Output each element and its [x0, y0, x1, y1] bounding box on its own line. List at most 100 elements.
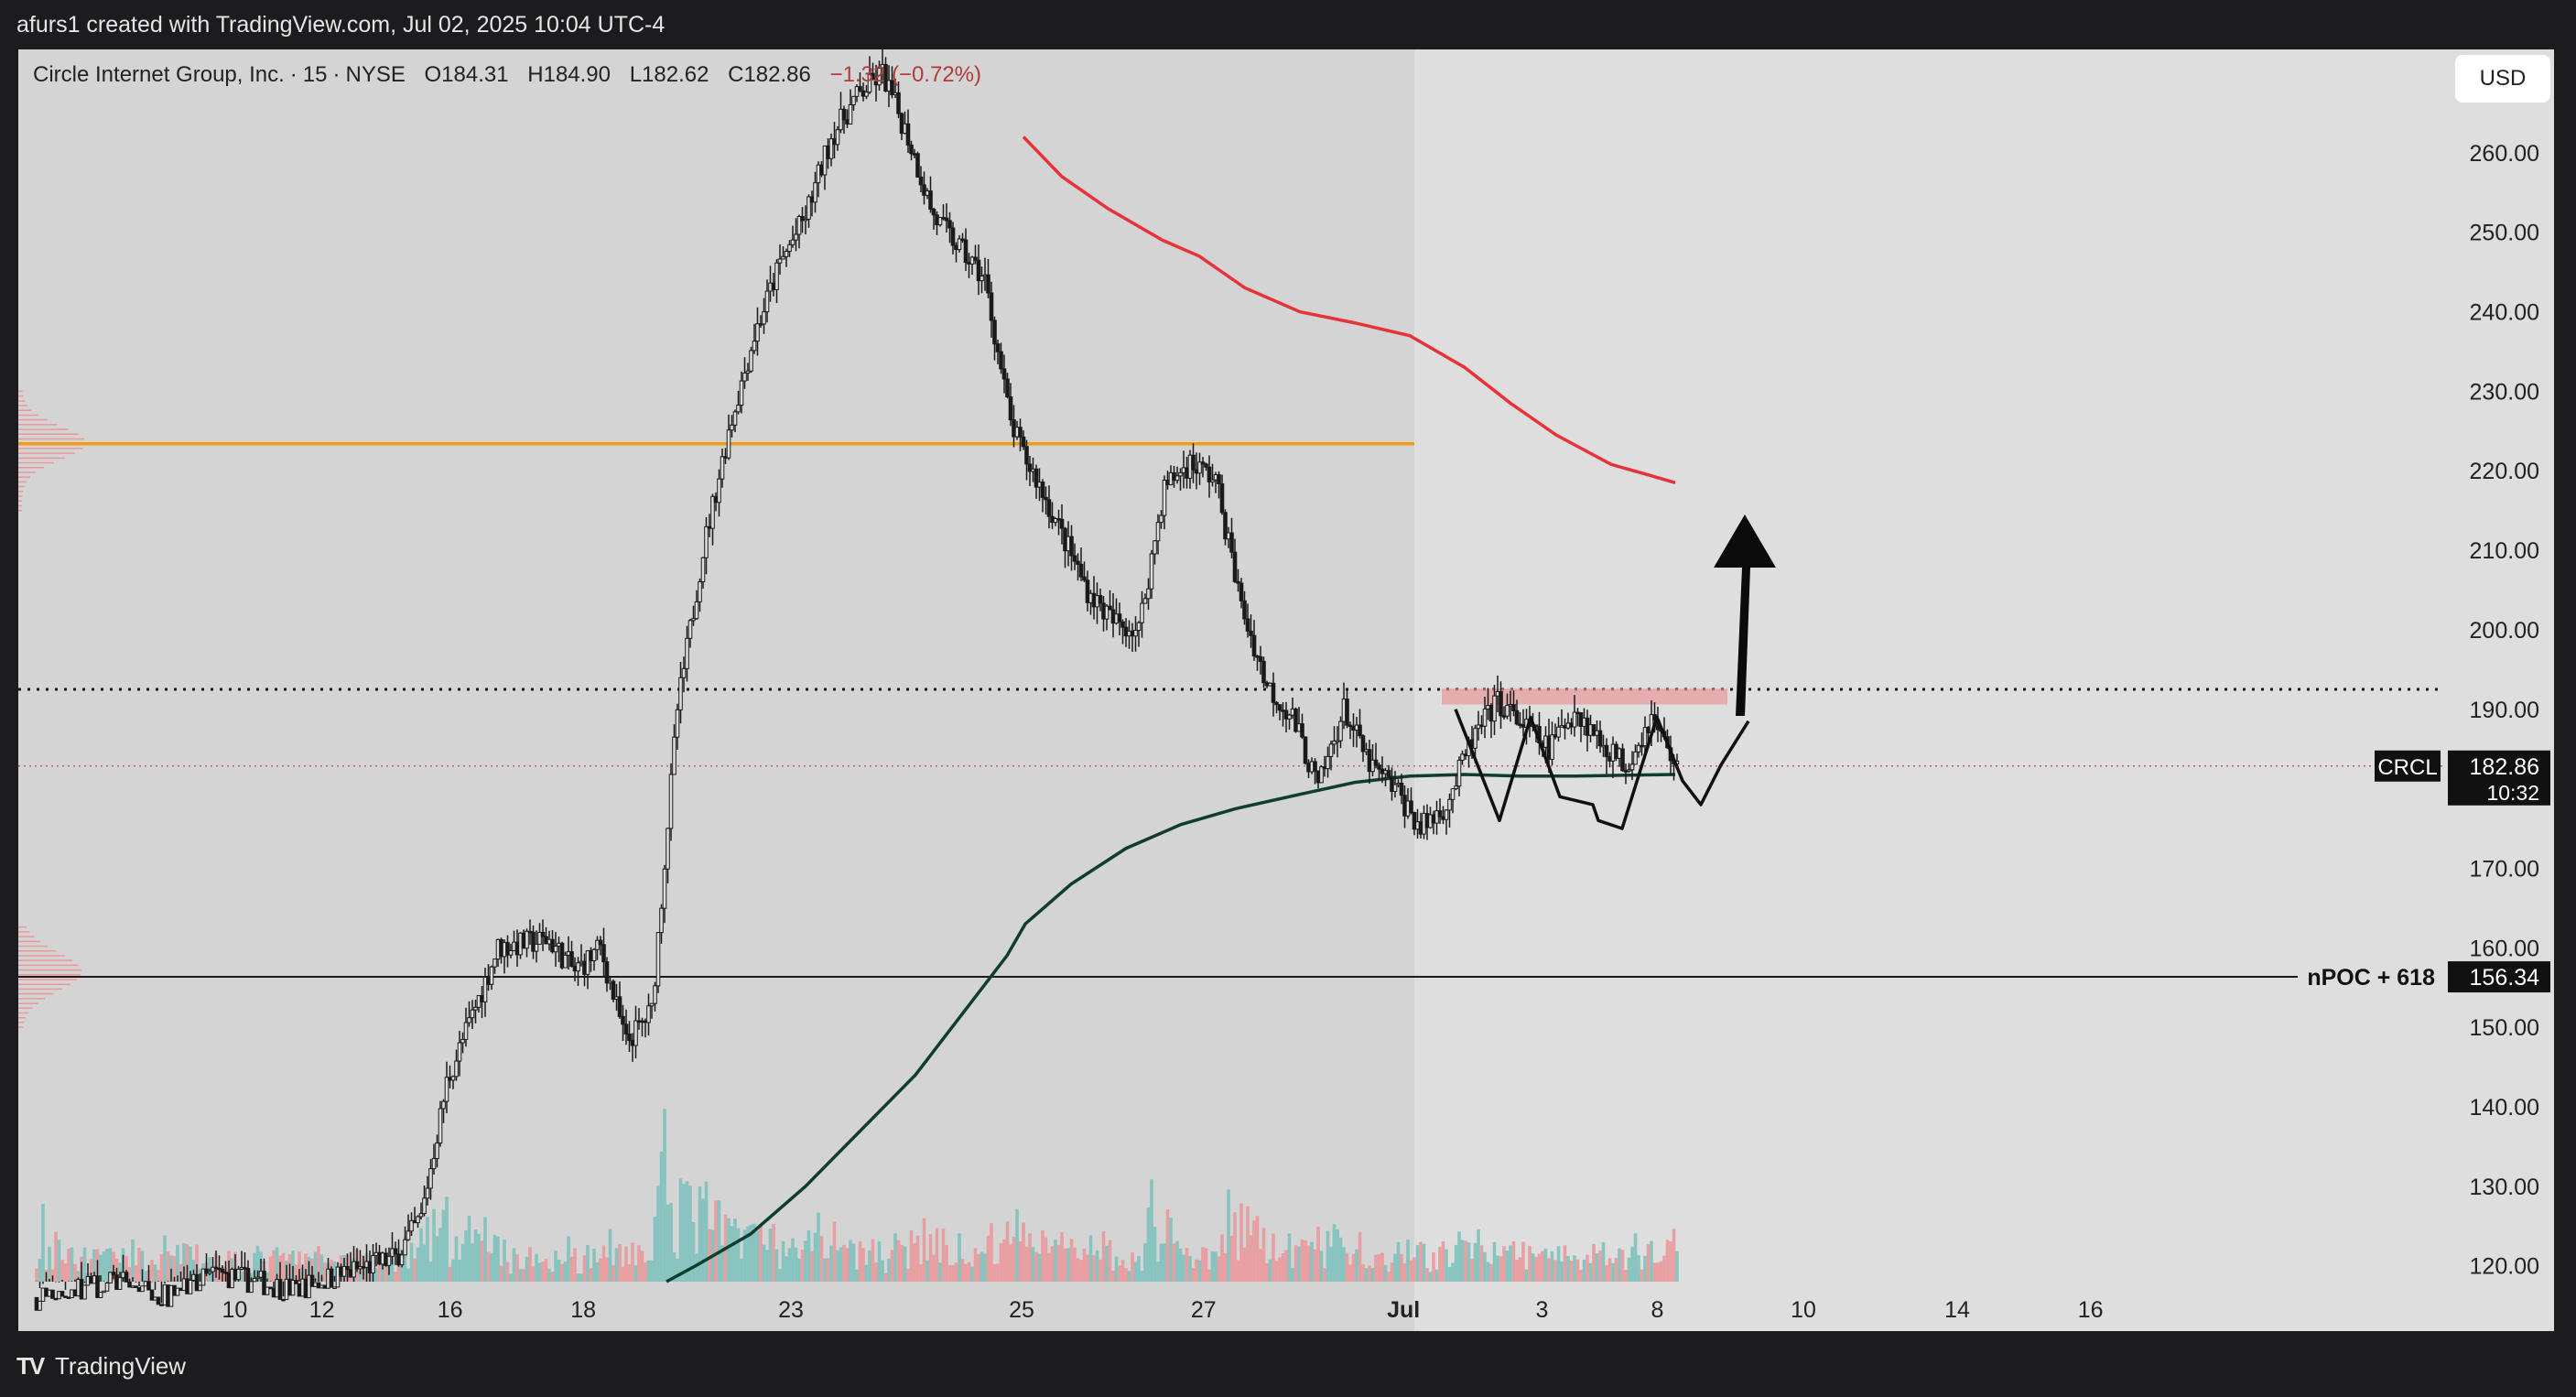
candle-body — [508, 949, 514, 956]
volume-bar — [1120, 1260, 1125, 1282]
candle-body — [803, 218, 808, 222]
volume-bar — [992, 1264, 997, 1282]
volume-bar — [1066, 1248, 1070, 1282]
volume-bar — [1614, 1258, 1618, 1282]
volume-bar — [1640, 1269, 1644, 1282]
volume-bar — [480, 1240, 484, 1282]
volume-bar — [473, 1229, 478, 1282]
candle-body — [1399, 783, 1404, 796]
volume-bar — [176, 1244, 179, 1282]
volume-bar — [1477, 1229, 1480, 1282]
time-axis[interactable]: 10 12 16 18 23 25 27 Jul 3 8 10 14 16 — [222, 1297, 2103, 1323]
volume-bar — [996, 1263, 1000, 1282]
volume-bar — [150, 1260, 154, 1282]
volume-bar — [986, 1235, 990, 1282]
candle-body — [1604, 744, 1609, 758]
volume-bar — [249, 1272, 254, 1282]
volume-bar — [586, 1244, 590, 1282]
volume-bar — [1274, 1261, 1279, 1282]
volume-bar — [678, 1178, 683, 1282]
volume-bar — [1159, 1243, 1164, 1282]
npoc-price-value: 156.34 — [2470, 965, 2540, 991]
volume-bar — [1306, 1245, 1311, 1282]
volume-bar — [941, 1228, 946, 1282]
volume-bar — [554, 1251, 557, 1282]
volume-bar — [1015, 1208, 1019, 1282]
candle-body — [655, 932, 661, 987]
volume-bar — [1509, 1245, 1512, 1282]
volume-bar — [958, 1233, 961, 1282]
candle-body — [659, 907, 664, 934]
volume-bar — [1582, 1260, 1586, 1282]
volume-bar — [755, 1230, 760, 1282]
top-bar: afurs1 created with TradingView.com, Jul… — [0, 0, 2576, 49]
candle-body — [268, 1286, 273, 1290]
change-value: −1.32 (−0.72%) — [829, 62, 981, 87]
volume-bar — [1361, 1264, 1365, 1282]
volume-bar — [746, 1226, 750, 1282]
volume-bar — [688, 1186, 692, 1282]
volume-bar — [1419, 1241, 1423, 1282]
candle-body — [450, 1076, 456, 1081]
volume-bar — [813, 1232, 817, 1282]
volume-bar — [646, 1260, 651, 1282]
volume-bar — [127, 1267, 132, 1282]
volume-bar — [108, 1248, 113, 1282]
brand-name: TradingView — [55, 1352, 187, 1380]
volume-bar — [471, 1243, 474, 1282]
volume-bar — [563, 1262, 568, 1282]
candle-body — [675, 709, 680, 738]
volume-bar — [1201, 1247, 1205, 1282]
candle-body — [1044, 496, 1048, 501]
volume-bar — [1383, 1264, 1388, 1282]
candle-body — [1200, 461, 1206, 465]
candle-body — [995, 343, 1001, 352]
volume-bar — [772, 1224, 775, 1282]
volume-bar — [438, 1228, 442, 1282]
candle-body — [976, 259, 981, 282]
volume-bar — [851, 1243, 856, 1282]
candle-body — [1514, 709, 1520, 725]
symbol-tag-bg — [2375, 750, 2441, 782]
candle-body — [1021, 436, 1026, 448]
candle-body — [309, 1274, 315, 1287]
volume-bar — [1249, 1235, 1253, 1282]
volume-bar — [1627, 1257, 1631, 1282]
candle-body — [444, 1077, 449, 1102]
candle-body — [38, 1300, 42, 1311]
volume-bar — [1579, 1270, 1583, 1282]
npoc-price-tag-bg — [2448, 961, 2550, 993]
volume-bar — [1022, 1222, 1025, 1282]
volume-bar — [1137, 1256, 1141, 1282]
candle-body — [585, 950, 590, 975]
candle-body — [1370, 759, 1375, 773]
candle-body — [467, 1017, 471, 1023]
volume-bar — [1175, 1240, 1179, 1282]
volume-bar — [1348, 1264, 1352, 1282]
low-value: L182.62 — [629, 62, 709, 87]
currency-button[interactable]: USD — [2455, 55, 2550, 103]
volume-bar — [832, 1221, 837, 1282]
volume-bar — [644, 1262, 647, 1282]
volume-bar — [1002, 1239, 1006, 1282]
volume-bar — [240, 1271, 244, 1282]
volume-bar — [1393, 1253, 1397, 1282]
candle-body — [505, 942, 510, 956]
symbol-legend: Circle Internet Group, Inc. · 15 · NYSE O184… — [33, 62, 981, 87]
candle-body — [678, 677, 683, 710]
volume-bar — [1272, 1233, 1275, 1282]
candle-body — [1633, 751, 1638, 765]
price-axis[interactable]: 260.00 250.00 240.00 230.00 220.00 210.00 200.… — [2470, 141, 2539, 1280]
volume-bar — [913, 1243, 916, 1282]
volume-bar — [1531, 1253, 1535, 1282]
volume-bar — [451, 1259, 455, 1282]
candle-body — [1142, 598, 1148, 604]
volume-bar — [1643, 1255, 1647, 1282]
volume-bar — [672, 1251, 676, 1282]
candle-body — [909, 144, 914, 155]
volume-bar — [633, 1265, 638, 1282]
candle-body — [905, 123, 911, 146]
volume-bar — [1009, 1244, 1012, 1282]
volume-bar — [1076, 1258, 1080, 1282]
